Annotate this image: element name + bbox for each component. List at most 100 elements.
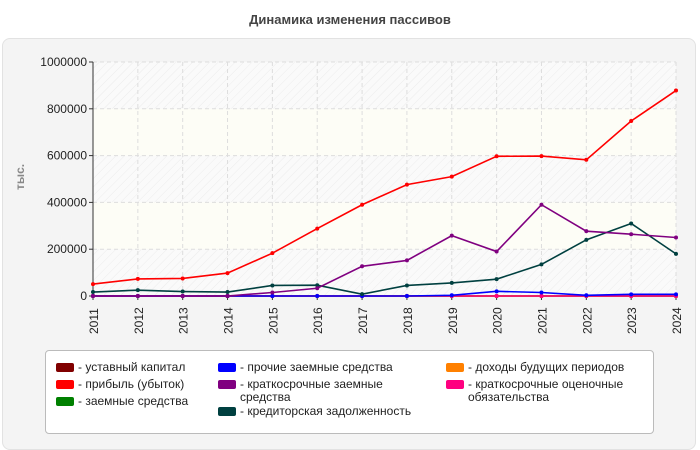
- data-point: [674, 292, 678, 297]
- data-point: [629, 292, 634, 297]
- data-point: [360, 292, 365, 297]
- data-point: [315, 294, 320, 298]
- y-tick-label: 600000: [47, 149, 87, 163]
- x-tick-label: 2024: [670, 307, 684, 334]
- data-point: [270, 283, 275, 288]
- legend-item: - прибыль (убыток): [56, 378, 256, 391]
- data-point: [674, 235, 678, 240]
- data-point: [629, 221, 634, 226]
- legend-item: - кредиторская задолженность: [218, 405, 418, 418]
- legend-swatch: [218, 380, 236, 389]
- legend-item: - краткосрочные заемные средства: [218, 378, 418, 404]
- data-point: [180, 289, 185, 294]
- plot-area: [93, 62, 676, 296]
- data-point: [180, 276, 185, 281]
- x-tick-label: 2020: [491, 307, 505, 334]
- data-point: [315, 283, 320, 288]
- data-point: [494, 277, 499, 282]
- x-tick-label: 2022: [580, 307, 594, 334]
- data-point: [404, 294, 409, 298]
- y-tick-label: 1000000: [40, 55, 87, 69]
- legend-swatch: [218, 363, 236, 372]
- data-point: [629, 118, 634, 123]
- data-point: [404, 283, 409, 288]
- data-point: [539, 262, 544, 267]
- data-point: [91, 294, 95, 298]
- data-point: [494, 249, 499, 254]
- data-point: [584, 157, 589, 162]
- legend-item: - краткосрочные оценочные обязательства: [446, 378, 646, 404]
- data-point: [494, 294, 499, 298]
- data-point: [180, 294, 185, 298]
- data-point: [270, 290, 275, 295]
- data-point: [494, 289, 499, 294]
- legend-item: - заемные средства: [56, 395, 256, 408]
- data-point: [135, 276, 140, 281]
- x-tick-label: 2019: [446, 307, 460, 334]
- x-tick-label: 2013: [177, 307, 191, 334]
- line-chart: 0 200000 400000 600000 800000 1000000 2011 2012…: [13, 55, 684, 334]
- x-tick-label: 2012: [132, 307, 146, 334]
- data-point: [449, 174, 454, 179]
- data-point: [135, 288, 140, 293]
- legend-item: - уставный капитал: [56, 361, 256, 374]
- data-point: [315, 286, 320, 291]
- legend-swatch: [446, 380, 464, 389]
- data-point: [91, 290, 95, 295]
- data-point: [360, 202, 365, 207]
- y-tick-label: 200000: [47, 242, 87, 256]
- y-tick-label: 0: [80, 289, 87, 303]
- data-point: [270, 294, 275, 298]
- y-axis-label: тыс.: [13, 164, 27, 190]
- data-point: [404, 182, 409, 187]
- data-point: [91, 282, 95, 287]
- data-point: [225, 271, 230, 276]
- x-tick-label: 2018: [401, 307, 415, 334]
- data-point: [539, 154, 544, 159]
- chart-title: Динамика изменения пассивов: [249, 12, 451, 27]
- data-point: [225, 290, 230, 295]
- data-point: [584, 237, 589, 242]
- legend-swatch: [56, 380, 74, 389]
- data-point: [315, 226, 320, 231]
- y-tick-label: 800000: [47, 102, 87, 116]
- legend-item: - прочие заемные средства: [218, 361, 418, 374]
- data-point: [449, 280, 454, 285]
- data-point: [674, 88, 678, 93]
- data-point: [449, 293, 454, 298]
- data-point: [539, 290, 544, 295]
- plot-band: [93, 202, 676, 250]
- legend-swatch: [446, 363, 464, 372]
- legend-label: - доходы будущих периодов: [468, 360, 625, 374]
- data-point: [135, 294, 140, 298]
- series-line: [92, 222, 677, 295]
- data-point: [270, 251, 275, 256]
- data-point: [360, 264, 365, 269]
- data-point: [539, 202, 544, 207]
- legend-label: - заемные средства: [78, 394, 189, 408]
- data-point: [225, 294, 230, 298]
- x-tick-label: 2021: [535, 307, 549, 334]
- legend-swatch: [218, 407, 236, 416]
- legend-item: - доходы будущих периодов: [446, 361, 646, 374]
- series-line: [93, 203, 677, 297]
- y-tick-label: 400000: [47, 195, 87, 209]
- data-point: [449, 233, 454, 238]
- x-tick-label: 2016: [311, 307, 325, 334]
- x-tick-label: 2023: [625, 307, 639, 334]
- x-tick-label: 2014: [222, 307, 236, 334]
- data-point: [629, 232, 634, 237]
- legend-label: - кредиторская задолженность: [240, 404, 412, 418]
- plot-band: [93, 108, 676, 156]
- series-line: [92, 89, 677, 285]
- legend-label: - уставный капитал: [78, 360, 186, 374]
- legend-swatch: [56, 397, 74, 406]
- data-point: [584, 293, 589, 298]
- legend-label: - прочие заемные средства: [240, 360, 393, 374]
- data-point: [494, 154, 499, 159]
- data-point: [404, 258, 409, 263]
- legend-label: - прибыль (убыток): [78, 377, 185, 391]
- legend-label: - краткосрочные оценочные обязательства: [468, 377, 624, 404]
- legend-swatch: [56, 363, 74, 372]
- x-tick-label: 2017: [356, 307, 370, 334]
